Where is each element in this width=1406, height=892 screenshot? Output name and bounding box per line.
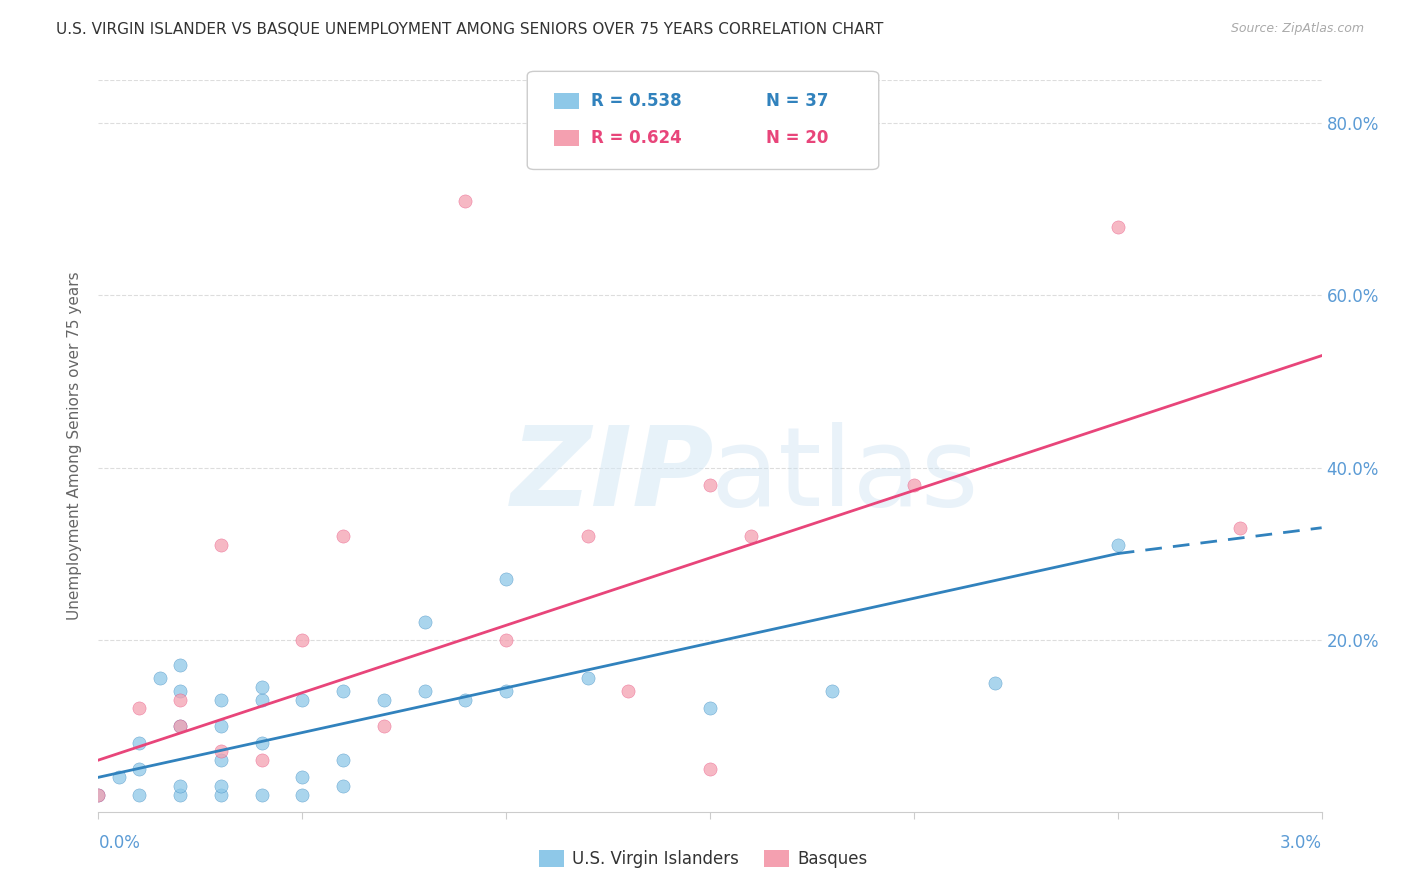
- Point: [413, 684, 436, 698]
- Point: [740, 529, 762, 543]
- Point: [413, 615, 436, 630]
- Point: [128, 762, 150, 776]
- Point: [984, 675, 1007, 690]
- Point: [821, 684, 844, 698]
- Point: [87, 788, 110, 802]
- Point: [250, 680, 273, 694]
- Point: [169, 658, 191, 673]
- Point: [699, 762, 721, 776]
- Point: [250, 693, 273, 707]
- Text: N = 20: N = 20: [766, 129, 828, 147]
- Point: [209, 719, 232, 733]
- Point: [128, 788, 150, 802]
- Point: [209, 753, 232, 767]
- Point: [209, 538, 232, 552]
- Text: atlas: atlas: [710, 422, 979, 529]
- Point: [454, 693, 477, 707]
- Point: [169, 719, 191, 733]
- Point: [250, 736, 273, 750]
- Point: [209, 788, 232, 802]
- Point: [332, 529, 354, 543]
- Point: [169, 779, 191, 793]
- Point: [128, 736, 150, 750]
- Point: [576, 671, 599, 685]
- Point: [291, 632, 314, 647]
- Point: [291, 788, 314, 802]
- Text: R = 0.538: R = 0.538: [591, 92, 681, 110]
- Point: [699, 477, 721, 491]
- Legend: U.S. Virgin Islanders, Basques: U.S. Virgin Islanders, Basques: [531, 843, 875, 875]
- Point: [169, 693, 191, 707]
- Point: [903, 477, 925, 491]
- Text: 3.0%: 3.0%: [1279, 834, 1322, 852]
- Point: [291, 693, 314, 707]
- Point: [495, 573, 517, 587]
- Text: Source: ZipAtlas.com: Source: ZipAtlas.com: [1230, 22, 1364, 36]
- Point: [209, 779, 232, 793]
- Point: [332, 779, 354, 793]
- Y-axis label: Unemployment Among Seniors over 75 years: Unemployment Among Seniors over 75 years: [67, 272, 83, 620]
- Point: [169, 719, 191, 733]
- Point: [209, 693, 232, 707]
- Text: 0.0%: 0.0%: [98, 834, 141, 852]
- Point: [332, 753, 354, 767]
- Point: [169, 684, 191, 698]
- Point: [291, 770, 314, 784]
- Point: [454, 194, 477, 208]
- Point: [617, 684, 640, 698]
- Point: [1229, 521, 1251, 535]
- Point: [169, 788, 191, 802]
- Text: U.S. VIRGIN ISLANDER VS BASQUE UNEMPLOYMENT AMONG SENIORS OVER 75 YEARS CORRELAT: U.S. VIRGIN ISLANDER VS BASQUE UNEMPLOYM…: [56, 22, 883, 37]
- Point: [209, 744, 232, 758]
- Point: [373, 719, 395, 733]
- Point: [1107, 538, 1129, 552]
- Point: [128, 701, 150, 715]
- Point: [332, 684, 354, 698]
- Point: [495, 632, 517, 647]
- Text: R = 0.624: R = 0.624: [591, 129, 682, 147]
- Point: [149, 671, 172, 685]
- Point: [87, 788, 110, 802]
- Text: ZIP: ZIP: [510, 422, 714, 529]
- Point: [250, 753, 273, 767]
- Point: [495, 684, 517, 698]
- Point: [108, 770, 131, 784]
- Point: [1107, 219, 1129, 234]
- Point: [699, 701, 721, 715]
- Point: [250, 788, 273, 802]
- Text: N = 37: N = 37: [766, 92, 828, 110]
- Point: [576, 529, 599, 543]
- Point: [373, 693, 395, 707]
